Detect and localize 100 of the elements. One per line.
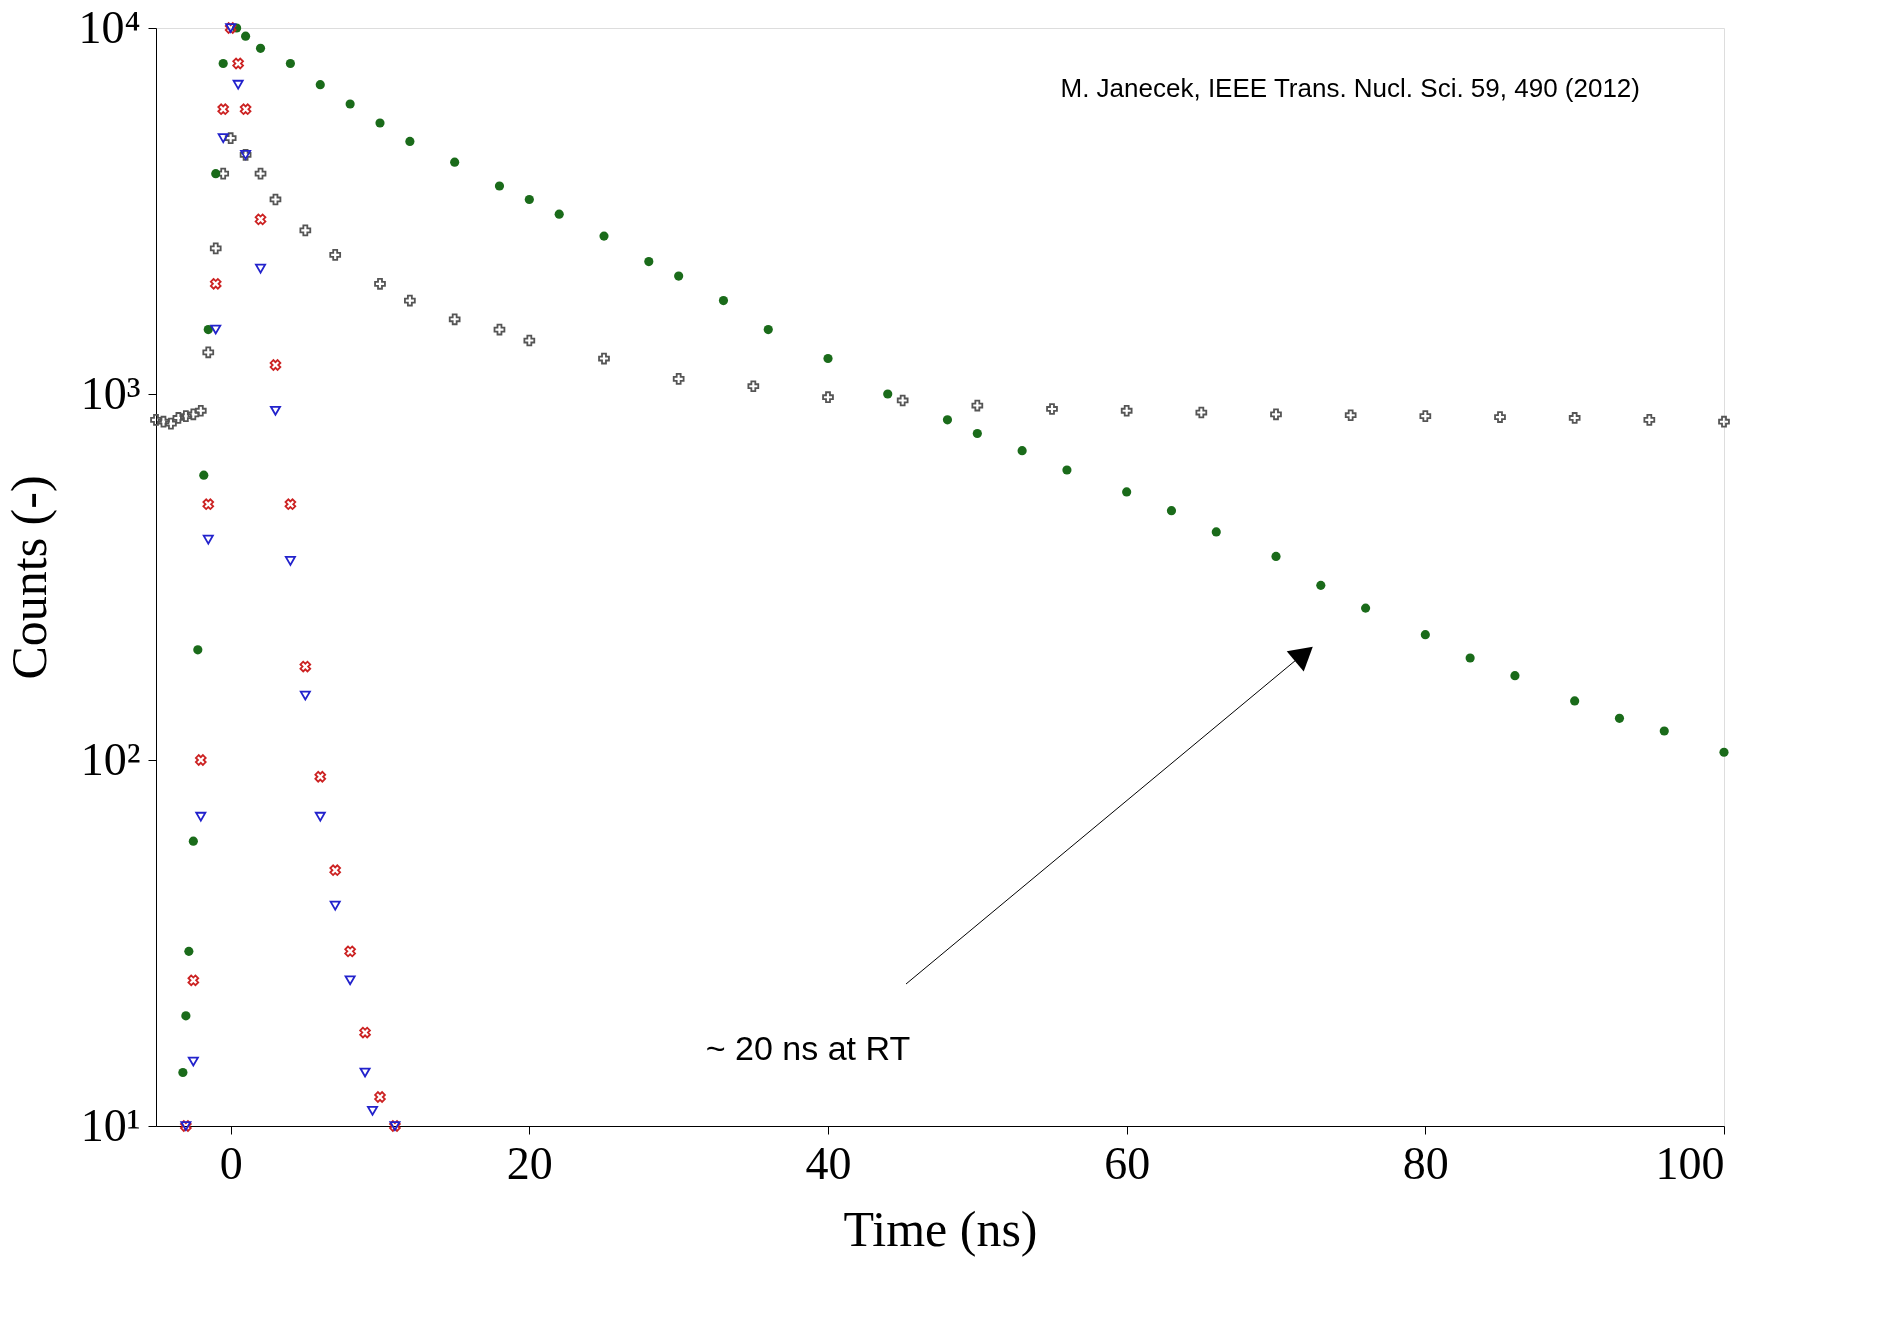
point xyxy=(896,394,909,407)
point xyxy=(598,352,610,365)
point xyxy=(599,231,609,241)
point xyxy=(1719,747,1729,757)
point xyxy=(972,428,982,439)
point xyxy=(195,754,207,766)
point xyxy=(763,324,773,335)
point xyxy=(209,278,222,290)
x-tick-label: 0 xyxy=(219,1137,243,1189)
point xyxy=(1659,726,1669,736)
point xyxy=(217,167,230,180)
point xyxy=(203,324,213,335)
point xyxy=(345,99,355,109)
point xyxy=(150,413,162,426)
point xyxy=(202,346,215,359)
point xyxy=(217,133,229,144)
point xyxy=(554,209,564,219)
point xyxy=(202,534,214,545)
point xyxy=(269,193,282,206)
point xyxy=(199,470,209,480)
point xyxy=(1361,603,1371,613)
point xyxy=(232,79,244,90)
point xyxy=(1494,411,1506,423)
point xyxy=(187,974,200,987)
point xyxy=(187,408,200,421)
point xyxy=(232,57,244,70)
point xyxy=(284,556,296,566)
point xyxy=(329,864,341,876)
point xyxy=(524,194,534,205)
point xyxy=(359,1067,371,1078)
point xyxy=(217,103,229,115)
y-tick-label: 10³ xyxy=(80,367,141,419)
point xyxy=(405,136,415,146)
point xyxy=(494,181,505,191)
point xyxy=(1211,527,1221,537)
point xyxy=(823,353,833,364)
point xyxy=(1120,404,1133,417)
point xyxy=(165,417,177,430)
point xyxy=(329,900,341,911)
point xyxy=(747,380,760,393)
point xyxy=(1643,413,1656,426)
point xyxy=(284,498,297,510)
x-tick-label: 80 xyxy=(1402,1137,1449,1189)
x-axis-title: Time (ns) xyxy=(843,1200,1038,1257)
point xyxy=(1420,630,1430,640)
point xyxy=(218,58,228,69)
point xyxy=(1419,410,1432,422)
point xyxy=(359,1026,371,1039)
x-tick-label: 60 xyxy=(1104,1137,1151,1189)
point xyxy=(210,324,222,335)
point xyxy=(404,294,416,307)
x-tick-label: 40 xyxy=(805,1137,852,1189)
point xyxy=(1017,446,1027,456)
point xyxy=(718,296,729,306)
point xyxy=(254,213,267,226)
point xyxy=(194,404,207,417)
point xyxy=(193,645,203,655)
point xyxy=(448,313,461,326)
point xyxy=(224,132,237,145)
point xyxy=(195,811,207,822)
y-axis-title: Counts (-) xyxy=(1,475,58,680)
point xyxy=(202,498,215,510)
point xyxy=(1166,506,1177,516)
point xyxy=(493,323,506,336)
point xyxy=(1195,406,1208,419)
point xyxy=(1271,551,1281,561)
x-tick-label: 20 xyxy=(506,1137,553,1189)
x-tick-label: 100 xyxy=(1655,1137,1725,1189)
point xyxy=(1046,403,1058,415)
point xyxy=(314,770,327,783)
point xyxy=(1510,671,1520,681)
point xyxy=(187,1056,199,1067)
point xyxy=(180,410,192,422)
point xyxy=(184,946,194,956)
point xyxy=(1344,409,1357,422)
y-tick-label: 10² xyxy=(80,733,141,785)
point xyxy=(255,263,267,274)
point xyxy=(367,1105,379,1116)
point xyxy=(285,58,295,69)
y-tick-label: 10⁴ xyxy=(78,1,141,53)
point xyxy=(822,391,834,404)
point xyxy=(314,811,326,822)
point xyxy=(209,242,222,255)
point xyxy=(1568,412,1581,424)
point xyxy=(942,415,953,425)
point xyxy=(374,1091,386,1103)
point xyxy=(181,1011,191,1021)
point xyxy=(674,271,684,281)
point xyxy=(254,167,267,180)
point xyxy=(172,412,185,424)
point xyxy=(211,169,221,179)
point xyxy=(315,80,325,90)
point xyxy=(269,359,282,371)
point xyxy=(178,1067,188,1078)
point xyxy=(1614,713,1625,723)
point xyxy=(971,399,984,412)
point xyxy=(450,157,460,167)
point xyxy=(375,118,385,128)
point xyxy=(188,836,198,846)
point xyxy=(344,975,356,986)
